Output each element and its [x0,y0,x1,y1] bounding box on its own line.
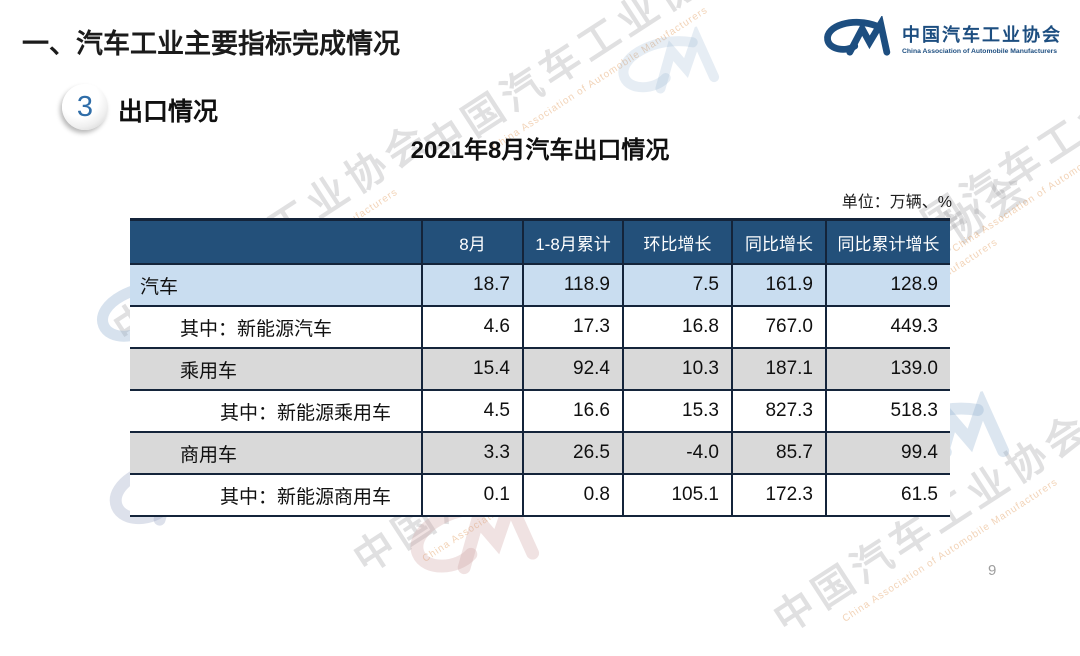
table-row: 商用车 3.3 26.5 -4.0 85.7 99.4 [130,432,950,474]
table-title: 2021年8月汽车出口情况 [410,137,670,164]
column-header-blank [130,219,422,264]
cell-value: 15.3 [622,390,732,432]
cell-value: 85.7 [731,432,826,474]
cell-value: 518.3 [825,390,950,432]
row-label: 其中：新能源汽车 [130,306,422,348]
cell-value: 161.9 [731,264,826,306]
caam-logo: 中国汽车工业协会 China Association of Automobile… [819,16,1062,60]
cell-value: 15.4 [421,348,523,390]
cell-value: 187.1 [731,348,826,390]
cell-value: 3.3 [421,432,523,474]
logo-text: 中国汽车工业协会 China Association of Automobile… [902,21,1062,55]
cell-value: 449.3 [825,306,950,348]
cell-value: 7.5 [622,264,732,306]
cell-value: 767.0 [731,306,826,348]
table-row: 汽车 18.7 118.9 7.5 161.9 128.9 [130,264,950,306]
section-title: 一、汽车工业主要指标完成情况 [22,29,400,59]
cell-value: 92.4 [522,348,623,390]
cell-value: 16.6 [522,390,623,432]
cm-logo-icon [824,16,891,56]
page-number: 9 [988,562,997,579]
row-label: 乘用车 [130,348,422,390]
cell-value: 0.1 [421,474,523,516]
row-label: 其中：新能源商用车 [130,474,422,516]
logo-name-cn: 中国汽车工业协会 [902,25,1062,45]
cell-value: 0.8 [522,474,623,516]
cell-value: 4.6 [421,306,523,348]
column-header-august: 8月 [421,219,523,264]
table-row: 乘用车 15.4 92.4 10.3 187.1 139.0 [130,348,950,390]
column-header-mom-growth: 环比增长 [622,219,732,264]
cell-value: 118.9 [522,264,623,306]
section-number-badge: 3 [62,84,108,130]
cell-value: 16.8 [622,306,732,348]
cell-value: 17.3 [522,306,623,348]
cell-value: 128.9 [825,264,950,306]
subsection-title: 出口情况 [118,98,219,126]
table-header-row: 8月 1-8月累计 环比增长 同比增长 同比累计增长 [130,219,950,264]
row-label: 汽车 [130,264,422,306]
logo-name-en: China Association of Automobile Manufact… [902,48,1058,55]
table-row: 其中：新能源汽车 4.6 17.3 16.8 767.0 449.3 [130,306,950,348]
cell-value: 139.0 [825,348,950,390]
column-header-yoy-growth: 同比增长 [731,219,826,264]
column-header-cumulative: 1-8月累计 [522,219,623,264]
cm-watermark-icon [618,24,720,94]
cell-value: 105.1 [622,474,732,516]
cell-value: 26.5 [522,432,623,474]
cell-value: 172.3 [731,474,826,516]
cell-value: 18.7 [421,264,523,306]
table-row: 其中：新能源商用车 0.1 0.8 105.1 172.3 61.5 [130,474,950,516]
table-row: 其中：新能源乘用车 4.5 16.6 15.3 827.3 518.3 [130,390,950,432]
row-label: 商用车 [130,432,422,474]
row-label: 其中：新能源乘用车 [130,390,422,432]
unit-label: 单位：万辆、% [841,194,952,211]
cell-value: 61.5 [825,474,950,516]
cell-value: -4.0 [622,432,732,474]
badge-number: 3 [76,90,94,123]
cell-value: 10.3 [622,348,732,390]
cell-value: 4.5 [421,390,523,432]
cell-value: 99.4 [825,432,950,474]
column-header-yoy-cumulative-growth: 同比累计增长 [825,219,950,264]
export-data-table: 8月 1-8月累计 环比增长 同比增长 同比累计增长 汽车 18.7 118.9 7.… [130,218,950,517]
cell-value: 827.3 [731,390,826,432]
